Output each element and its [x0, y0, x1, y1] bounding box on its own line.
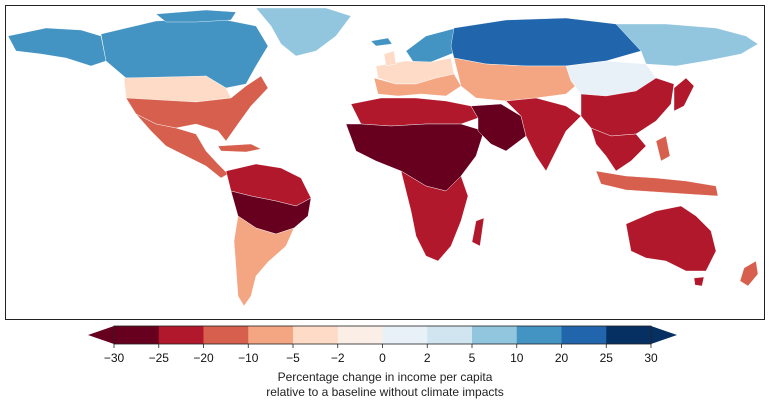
world-map: Alaska Canada Canada Greenland Northern … [5, 5, 765, 320]
region-alaska: Alaska [7, 27, 107, 67]
colorbar-tick-label: −20 [193, 351, 214, 365]
region-eastern-siberia: Eastern Siberia [615, 23, 759, 67]
region-sahel: Sahel & Central Africa [345, 123, 485, 192]
colorbar-tick-label: 0 [379, 351, 386, 365]
colorbar-tick-label: −25 [149, 351, 170, 365]
region-canada-arctic: Canada [155, 9, 237, 23]
region-greenland: Greenland [255, 7, 352, 57]
colorbar-bin [203, 326, 249, 344]
colorbar-bin [472, 326, 518, 344]
legend-caption-line-1: Percentage change in income per capita [277, 370, 493, 384]
region-new-zealand: New Zealand [739, 260, 759, 287]
region-s-south-america: Southern South America [233, 215, 295, 307]
region-madagascar: Southern Africa [471, 217, 485, 247]
region-uk: Western Europe [383, 50, 397, 67]
legend-caption-line-2: relative to a baseline without climate i… [266, 385, 504, 399]
colorbar-legend: −30 −25 −20 −10 −5 −2 0 2 5 10 20 25 30 [0, 325, 770, 400]
colorbar-bin [606, 326, 652, 344]
colorbar-bin [561, 326, 607, 344]
colorbar-tick-label: 2 [424, 351, 431, 365]
colorbar-tick-label: 30 [644, 351, 658, 365]
region-southern-africa: Southern Africa [400, 170, 469, 262]
region-china: China [580, 77, 675, 137]
colorbar-bin [382, 326, 428, 344]
region-central-asia: Central Asia [453, 57, 582, 102]
colorbar-bin [248, 326, 294, 344]
colorbar-bin [516, 326, 562, 344]
colorbar-bin [427, 326, 473, 344]
colorbar-arrow-high [651, 326, 677, 344]
colorbar-tick-label: −5 [286, 351, 300, 365]
colorbar-bin [337, 326, 383, 344]
region-india: India [505, 97, 582, 172]
colorbar-tick-label: 5 [469, 351, 476, 365]
colorbar-tick-label: −2 [331, 351, 345, 365]
colorbar-tick-label: 20 [555, 351, 569, 365]
region-tasmania: Australia [693, 276, 705, 287]
region-philippines: Indonesia [655, 135, 671, 162]
region-northern-russia: Northern Russia [450, 17, 647, 67]
colorbar-bin [158, 326, 204, 344]
region-arabia: Arabian Peninsula [470, 103, 527, 152]
colorbar-tick-label: 10 [510, 351, 524, 365]
region-caribbean: Mexico & Central America [217, 143, 262, 153]
region-southeast-asia: Southeast Asia [590, 127, 647, 172]
legend-caption: Percentage change in income per capita r… [0, 370, 770, 400]
colorbar-tick-label: −30 [104, 351, 125, 365]
colorbar-tick-label: 25 [600, 351, 614, 365]
region-north-africa: North Africa [350, 97, 479, 127]
colorbar-tick-label: −10 [238, 351, 259, 365]
colorbar-arrow-low [88, 326, 114, 344]
region-japan: China [673, 77, 695, 112]
region-iceland: Scandinavia [370, 37, 393, 47]
region-indonesia: Indonesia [595, 170, 719, 197]
region-australia: Australia [625, 205, 717, 272]
colorbar-bin [293, 326, 339, 344]
colorbar-bin [114, 326, 160, 344]
